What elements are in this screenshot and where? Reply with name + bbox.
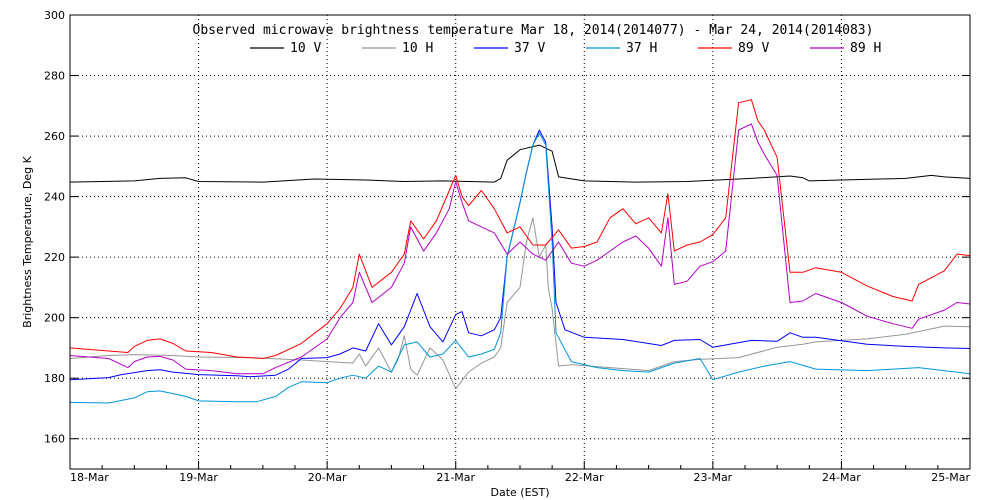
- x-tick-label: 19-Mar: [179, 471, 218, 484]
- y-tick-label: 220: [44, 251, 65, 264]
- x-tick-label: 18-Mar: [70, 471, 109, 484]
- x-tick-label: 21-Mar: [436, 471, 475, 484]
- y-tick-label: 280: [44, 70, 65, 83]
- x-tick-label: 20-Mar: [308, 471, 347, 484]
- x-tick-label: 24-Mar: [822, 471, 861, 484]
- y-axis-label: Brightness Temperature, Deg K: [21, 155, 34, 327]
- y-tick-label: 180: [44, 372, 65, 385]
- tick-layer: 160 180 200 220 240 260 280 300 18-Mar 19-Mar 20-M…: [44, 9, 971, 484]
- legend: 10 V 10 H 37 V 37 H 89 V 89 H: [250, 41, 881, 56]
- series-line-10h: [69, 217, 971, 390]
- legend-label: 89 H: [850, 41, 881, 56]
- series-line-37v: [69, 129, 971, 381]
- legend-label: 89 V: [738, 41, 769, 56]
- x-tick-label: 25-Mar: [931, 471, 970, 484]
- y-tick-label: 240: [44, 191, 65, 204]
- legend-label: 37 V: [514, 41, 545, 56]
- x-tick-label: 23-Mar: [693, 471, 732, 484]
- legend-label: 10 V: [290, 41, 321, 56]
- y-tick-label: 160: [44, 433, 65, 446]
- series-line-89h: [69, 123, 971, 375]
- x-axis-label: Date (EST): [490, 486, 549, 499]
- series-layer: [69, 99, 971, 404]
- y-tick-label: 200: [44, 312, 65, 325]
- legend-label: 37 H: [626, 41, 657, 56]
- y-tick-label: 300: [44, 9, 65, 22]
- series-line-89v: [69, 99, 971, 359]
- legend-label: 10 H: [402, 41, 433, 56]
- x-tick-label: 22-Mar: [565, 471, 604, 484]
- chart-title: Observed microwave brightness temperatur…: [193, 23, 874, 38]
- series-line-10v: [69, 144, 971, 183]
- y-tick-label: 260: [44, 130, 65, 143]
- series-line-37h: [69, 132, 971, 404]
